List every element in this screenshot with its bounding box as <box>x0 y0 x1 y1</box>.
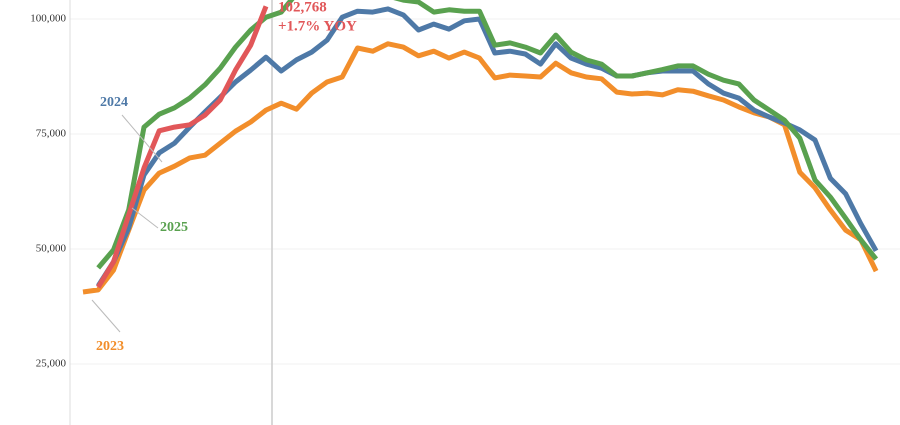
label-leader <box>121 114 163 163</box>
annotation: 102,768 <box>278 0 327 15</box>
series-label: 2023 <box>96 339 124 354</box>
y-tick-label: 50,000 <box>36 243 67 255</box>
y-tick-label: 25,000 <box>36 358 67 370</box>
y-tick-label: 100,000 <box>30 13 66 25</box>
y-tick-label: 75,000 <box>36 128 67 140</box>
series-label: 2025 <box>160 220 188 235</box>
label-leader <box>91 299 121 333</box>
label-leader <box>131 207 159 229</box>
series-label: 2024 <box>100 95 128 110</box>
series-line <box>82 41 879 295</box>
series-line <box>96 5 269 289</box>
annotation: +1.7% YOY <box>278 18 357 34</box>
series-line <box>96 0 879 270</box>
